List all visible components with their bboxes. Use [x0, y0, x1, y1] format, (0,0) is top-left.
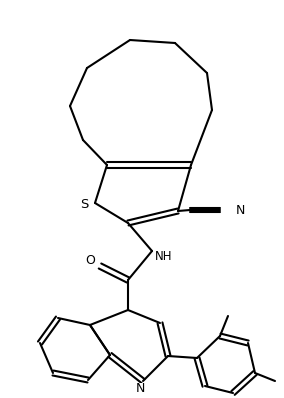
- Text: NH: NH: [155, 250, 173, 263]
- Text: N: N: [135, 382, 145, 396]
- Text: O: O: [85, 254, 95, 267]
- Text: N: N: [235, 203, 245, 217]
- Text: S: S: [80, 199, 88, 211]
